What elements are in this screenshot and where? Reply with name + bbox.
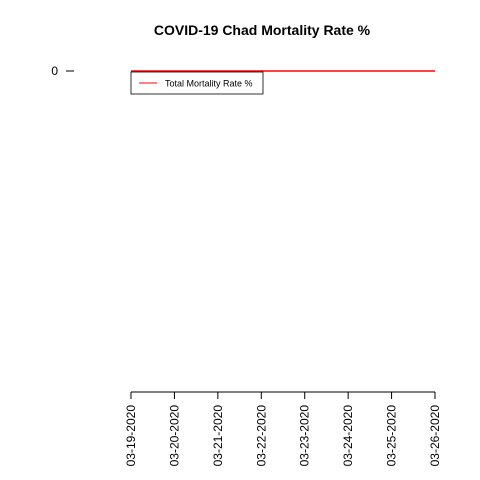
x-tick-label: 03-19-2020	[124, 405, 138, 467]
x-tick-label: 03-20-2020	[167, 405, 181, 467]
x-tick-label: 03-21-2020	[211, 405, 225, 467]
x-tick-label: 03-22-2020	[254, 405, 268, 467]
y-tick-label: 0	[51, 64, 58, 78]
chart-title: COVID-19 Chad Mortality Rate %	[154, 22, 371, 38]
legend-box	[130, 71, 264, 95]
legend-label: Total Mortality Rate %	[165, 79, 253, 89]
x-tick-label: 03-23-2020	[298, 405, 312, 467]
x-tick-label: 03-26-2020	[428, 405, 442, 467]
x-tick-label: 03-25-2020	[385, 405, 399, 467]
x-tick-label: 03-24-2020	[341, 405, 355, 467]
